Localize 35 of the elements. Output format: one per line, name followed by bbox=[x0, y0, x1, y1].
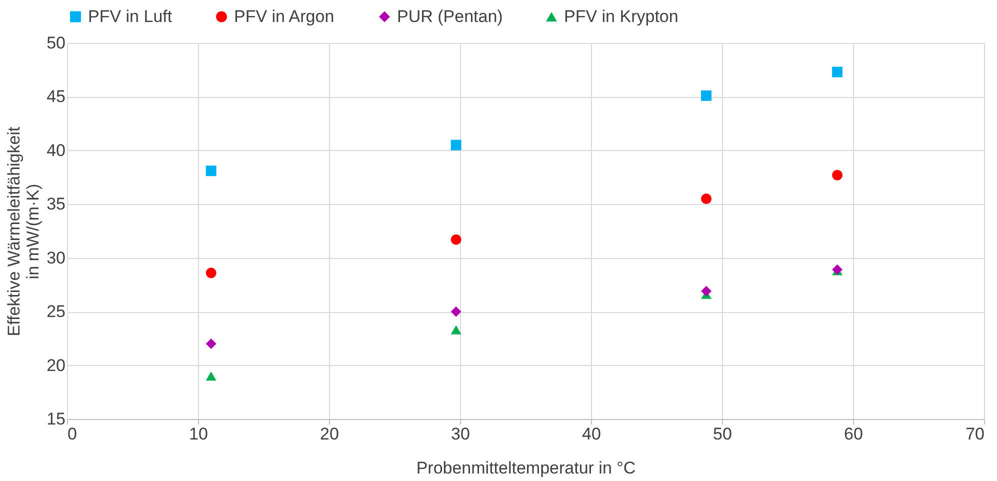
point bbox=[701, 286, 712, 296]
point bbox=[832, 170, 843, 180]
point bbox=[206, 371, 216, 381]
point bbox=[701, 90, 712, 101]
x-tick-label: 0 bbox=[68, 424, 77, 444]
y-tick-label: 20 bbox=[46, 356, 66, 375]
point bbox=[832, 66, 843, 78]
legend-label: PFV in Krypton bbox=[564, 6, 678, 26]
y-tick-label: 50 bbox=[46, 34, 66, 52]
y-axis-title: Effektive Wärmeleitfähigkeit in mW/(m·K) bbox=[4, 126, 43, 336]
legend-label: PFV in Argon bbox=[234, 6, 334, 26]
point bbox=[206, 338, 216, 350]
point bbox=[206, 166, 216, 176]
point bbox=[450, 306, 462, 317]
x-tick-label: 40 bbox=[582, 424, 601, 444]
x-tick-label: 10 bbox=[189, 424, 208, 444]
point bbox=[450, 325, 462, 334]
legend-label: PFV in Luft bbox=[88, 6, 172, 26]
x-tick-label: 70 bbox=[966, 424, 984, 444]
x-axis-title: Probenmitteltemperatur in °C bbox=[416, 458, 636, 478]
y-tick-label: 30 bbox=[46, 248, 66, 268]
y-tick-label: 35 bbox=[46, 194, 66, 214]
y-tick-label: 45 bbox=[46, 87, 66, 106]
x-tick-label: 30 bbox=[451, 424, 470, 444]
point bbox=[701, 194, 712, 204]
y-tick-label: 40 bbox=[46, 140, 66, 160]
x-tick-label: 60 bbox=[844, 424, 863, 444]
y-tick-label: 15 bbox=[46, 410, 66, 428]
x-tick-label: 20 bbox=[320, 424, 339, 444]
point bbox=[450, 140, 462, 150]
point bbox=[206, 268, 216, 278]
x-tick-label: 50 bbox=[713, 424, 732, 444]
y-tick-label: 25 bbox=[46, 302, 66, 322]
point bbox=[450, 234, 462, 245]
legend-label: PUR (Pentan) bbox=[397, 6, 503, 26]
